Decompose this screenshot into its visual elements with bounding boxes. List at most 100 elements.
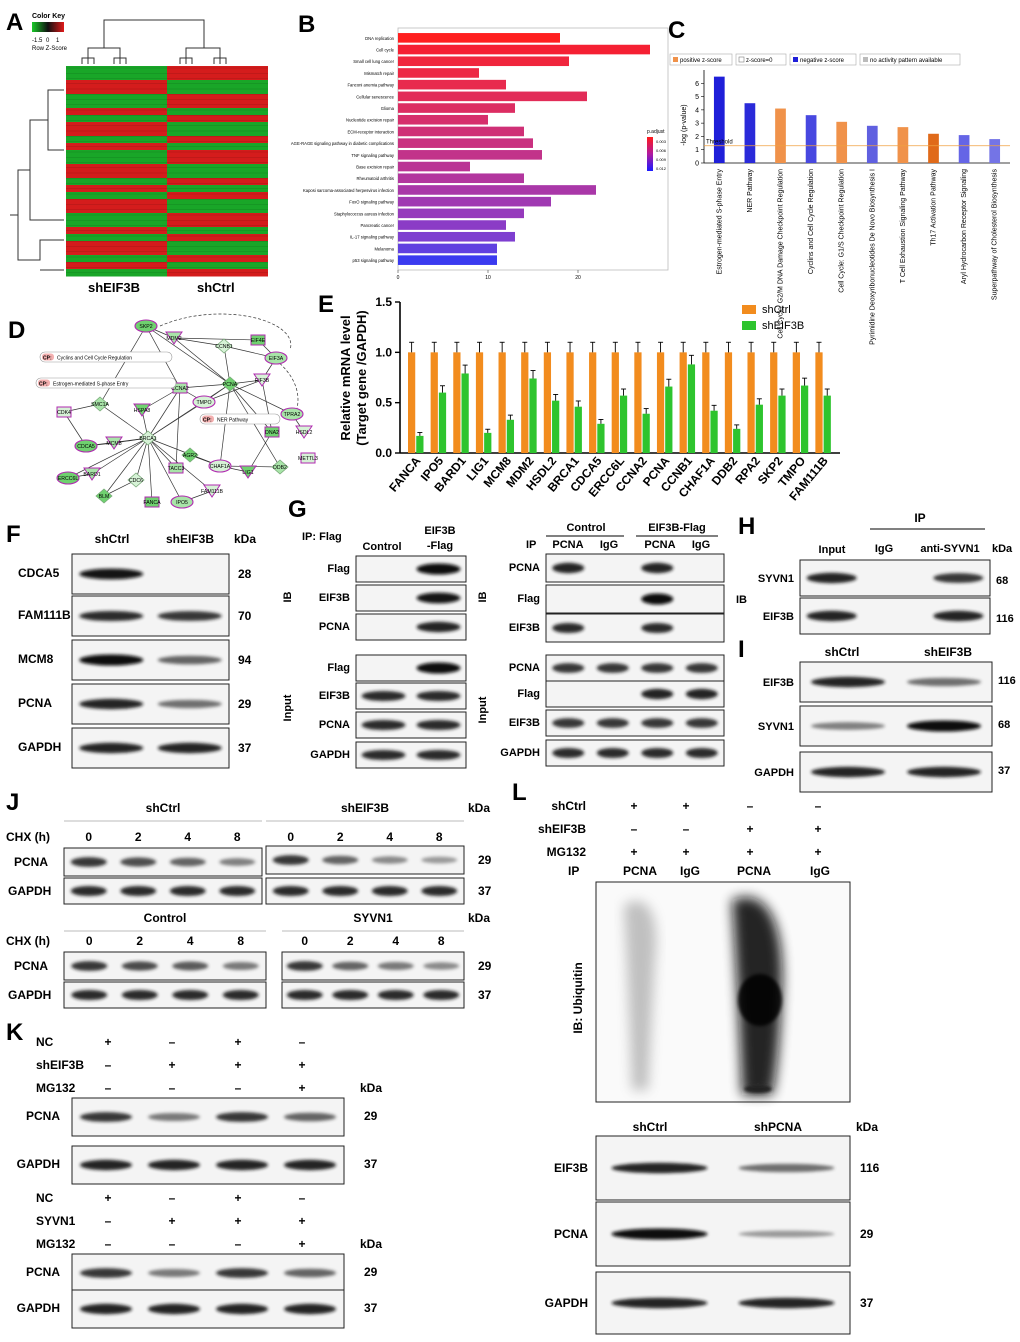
h-row-syvn1: SYVN1 <box>758 573 794 585</box>
j-time-syvn1-0: 0 <box>301 934 308 948</box>
j-time-shctrl-1: 2 <box>135 830 142 844</box>
i-col-sheif3b: shEIF3B <box>924 645 972 659</box>
j-time-sheif3b-3: 8 <box>436 830 443 844</box>
heatmap-cell-sheif3b-23 <box>66 227 167 235</box>
b-bar-nucleotide-excision-repair <box>398 114 488 125</box>
g-lb-flag-membrane <box>355 654 467 682</box>
l-kda-gapdh: 37 <box>860 1296 874 1310</box>
heatmap-cell-sheif3b-29 <box>66 269 167 277</box>
b-bar-tnf-signaling-pathway <box>398 150 542 160</box>
legend-swatch-none <box>863 57 868 62</box>
d-label-tacc3: TACC3 <box>168 466 185 472</box>
e-bar-sheif3b-hsdl2 <box>552 400 560 453</box>
panel-letter-g: G <box>288 496 307 523</box>
color-key-tick-1: 0 <box>46 38 50 44</box>
k-top-kda-header: kDa <box>360 1081 382 1095</box>
e-bar-shctrl-ddb2 <box>724 352 733 453</box>
d-label-chaf1a: CHAF1A <box>210 464 231 470</box>
e-bar-sheif3b-brca1 <box>574 406 582 453</box>
c-bar-estrogen-mediated-s-phase-entry <box>713 76 725 163</box>
heatmap-cell-sheif3b-10 <box>66 136 167 144</box>
legend-swatch-zero <box>738 56 745 63</box>
d-node-ccna2 <box>172 382 188 394</box>
k-bot-kda-pcna: 29 <box>364 1265 378 1279</box>
l-gapdh-band-0 <box>611 1297 708 1309</box>
d-node-skp2 <box>134 319 158 333</box>
d-node-cdc6 <box>127 472 145 488</box>
g-rb-label-pcna: PCNA <box>509 662 540 674</box>
k-top-gapdh-band-0 <box>80 1159 132 1171</box>
l-sign-mg132-3: + <box>814 845 821 859</box>
d-node-eif3a <box>264 351 288 365</box>
k-top-sign-nc-3: – <box>299 1035 306 1049</box>
heatmap-cell-shctrl-29 <box>167 269 268 277</box>
d-edge-31 <box>103 437 149 497</box>
heatmap-cell-shctrl-18 <box>167 192 268 200</box>
d-edge-15 <box>147 387 181 439</box>
c-category-superpathway-of-cholesterol-biosynthesis: Superpathway of Cholesterol Biosynthesis <box>992 169 999 301</box>
legend-shctrl: shCtrl <box>762 304 791 316</box>
b-category-melanoma: Melanoma <box>374 246 394 251</box>
h-row-eif3b: EIF3B <box>763 611 794 623</box>
g-rt-flag-band-2 <box>641 593 674 605</box>
b-bar-ecm-receptor-interaction <box>398 126 524 137</box>
heatmap-cell-shctrl-25 <box>167 241 268 249</box>
g-rcol-3: IgG <box>692 539 710 551</box>
d-node-brca1 <box>139 430 157 446</box>
f-kda-mcm8: 94 <box>238 653 252 667</box>
g-rb-eif3b-band-0 <box>552 718 585 728</box>
padj-legend-bar <box>647 137 653 171</box>
d-label-eif3b: EIF3B <box>255 378 270 384</box>
b-bar-pancreatic-cancer <box>398 220 506 230</box>
c-category-th17-activation-pathway: Th17 Activation Pathway <box>931 169 938 246</box>
heatmap-cell-sheif3b-17 <box>66 185 167 193</box>
l-sign-shctrl-1: + <box>682 799 689 813</box>
d-node-ercc6l <box>56 471 80 485</box>
i-gapdh-band-0 <box>811 766 885 778</box>
k-bot-gapdh-band-0 <box>80 1303 132 1315</box>
j-western-blots: shCtrl CHX (h) 0 2 4 8 PCNA GAPDH shEIF3B 0 2 4 8 29 3… <box>6 801 492 1009</box>
g-rb-flag-band-2 <box>641 688 674 700</box>
panel-g: G IP: Flag Control EIF3B -Flag IB Input … <box>282 496 725 769</box>
g-lb-eif3b-band-0 <box>361 690 406 702</box>
j-control-gapdh-band-2 <box>172 989 209 1001</box>
l-cond-shctrl: shCtrl <box>551 799 586 813</box>
b-category-tnf-signaling-pathway: TNF signaling pathway <box>351 153 394 158</box>
k-bot-gapdh-band-3 <box>284 1303 336 1315</box>
g-rb-flag-band-3 <box>685 688 718 700</box>
b-category-staphylococcus-aureus-infection: Staphylococcus aureus infection <box>334 211 395 216</box>
b-category-rheumatoid-arthritis: Rheumatoid arthritis <box>357 176 394 181</box>
h-syvn1-band-2 <box>933 573 984 583</box>
g-rb-eif3b-band-1 <box>596 718 629 728</box>
j-time-shctrl-2: 4 <box>184 830 191 844</box>
k-bot-sign-syvn1-2: + <box>234 1214 241 1228</box>
k-bot-pcna-band-2 <box>216 1268 268 1278</box>
e-bar-shctrl-mdm2 <box>521 352 529 453</box>
g-ib-left: IB <box>282 591 294 602</box>
d-edge-1 <box>145 325 231 385</box>
h-eif3b-band-2 <box>933 610 984 622</box>
d-node-cdk4 <box>56 406 72 418</box>
e-bar-shctrl-chaf1a <box>702 352 710 453</box>
d-edge-47 <box>229 383 281 468</box>
g-rb-label-gapdh: GAPDH <box>500 747 540 759</box>
e-bar-sheif3b-ipo5 <box>438 392 447 453</box>
g-lb-label-eif3b: EIF3B <box>319 690 350 702</box>
g-rt-eif3b-band-2 <box>641 622 674 634</box>
f-row-pcna: PCNA <box>18 696 52 710</box>
i-eif3b-band-1 <box>907 677 981 687</box>
d-label-agr2: AGR2 <box>183 453 197 459</box>
g-lt-flag-band-1 <box>416 563 461 575</box>
i-gapdh-band-1 <box>907 766 981 778</box>
c-bar-cell-cycle-g1-s-checkpoint-regulation <box>836 121 848 163</box>
b-category-mismatch-repair: Mismatch repair <box>364 71 394 76</box>
c-category-estrogen-mediated-s-phase-entry: Estrogen-mediated S-phase Entry <box>716 169 723 275</box>
e-bar-sheif3b-ddb2 <box>733 428 741 453</box>
l-sign-sheif3b-3: + <box>814 822 821 836</box>
g-rcol-1: IgG <box>600 539 618 551</box>
f-kda: kDa <box>234 532 256 546</box>
e-bar-shctrl-fam111b <box>815 352 823 453</box>
f-gapdh-band-0 <box>79 742 144 754</box>
d-label-smc1a: SMC1A <box>91 402 109 408</box>
k-top-sign-nc-2: + <box>234 1035 241 1049</box>
